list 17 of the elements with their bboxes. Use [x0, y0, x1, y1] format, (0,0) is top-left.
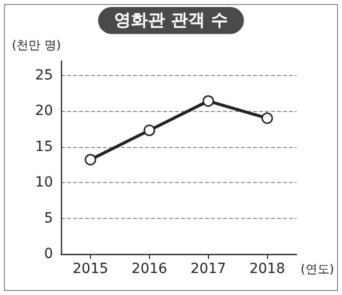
y-tick-label: 10 [35, 174, 53, 191]
chart-title: 영화관 관객 수 [114, 10, 228, 30]
x-tick-label: 2015 [72, 261, 108, 277]
x-axis-title: (연도) [300, 262, 334, 276]
point [261, 112, 273, 124]
y-tick-label: 5 [44, 210, 53, 226]
x-tick-label: 2018 [249, 261, 285, 277]
point [144, 124, 156, 136]
point [202, 95, 214, 107]
y-tick-label: 0 [44, 246, 53, 262]
x-tick-label: 2016 [132, 261, 168, 277]
y-tick-label: 20 [35, 103, 53, 120]
y-tick-label: 25 [35, 67, 53, 84]
point [84, 154, 96, 166]
y-axis-title: (천만 명) [12, 38, 61, 52]
y-tick-label: 15 [35, 138, 53, 155]
x-tick-label: 2017 [190, 261, 226, 277]
